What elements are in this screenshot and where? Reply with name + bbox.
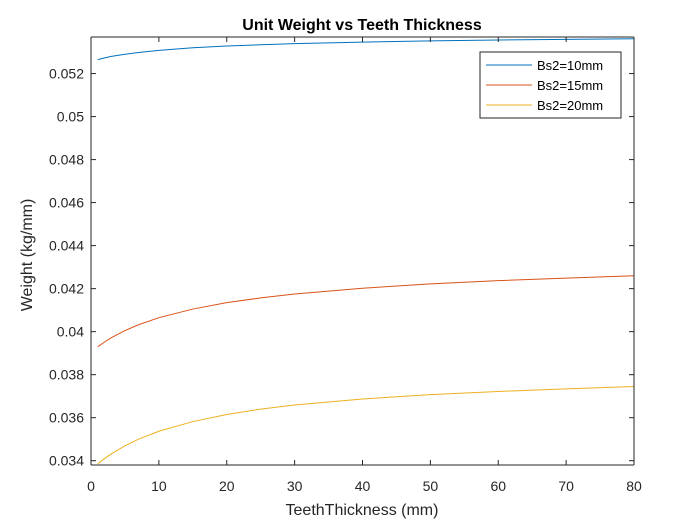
x-tick-label: 30 [287,478,303,494]
ticks-layer: 0 10 20 30 40 50 60 70 80 0.034 0.036 0.038 0.04 0.04… [49,37,642,494]
x-tick-label: 40 [355,478,371,494]
y-tick-label: 0.036 [49,410,84,426]
x-tick-label: 60 [490,478,506,494]
series-line-1 [97,38,635,61]
chart-title: Unit Weight vs Teeth Thickness [242,17,482,34]
y-tick-label: 0.042 [49,281,84,297]
y-tick-label: 0.05 [57,109,84,125]
legend-label-2: Bs2=15mm [537,78,603,93]
y-tick-label: 0.052 [49,66,84,82]
x-tick-label: 10 [151,478,167,494]
series-layer [97,38,635,465]
y-axis-label: Weight (kg/mm) [19,199,36,312]
legend-label-1: Bs2=10mm [537,58,603,73]
y-tick-label: 0.034 [49,453,84,469]
y-tick-label: 0.046 [49,195,84,211]
x-tick-label: 20 [219,478,235,494]
x-tick-label: 80 [626,478,642,494]
y-tick-label: 0.038 [49,367,84,383]
x-tick-label: 50 [423,478,439,494]
y-tick-label: 0.04 [57,324,84,340]
series-line-2 [97,275,635,348]
y-tick-label: 0.044 [49,238,84,254]
legend-label-3: Bs2=20mm [537,98,603,113]
x-tick-label: 0 [87,478,95,494]
x-axis-label: TeethThickness (mm) [286,502,439,519]
y-tick-label: 0.048 [49,152,84,168]
x-tick-label: 70 [558,478,574,494]
legend: Bs2=10mm Bs2=15mm Bs2=20mm [479,51,622,119]
series-line-3 [97,386,635,465]
